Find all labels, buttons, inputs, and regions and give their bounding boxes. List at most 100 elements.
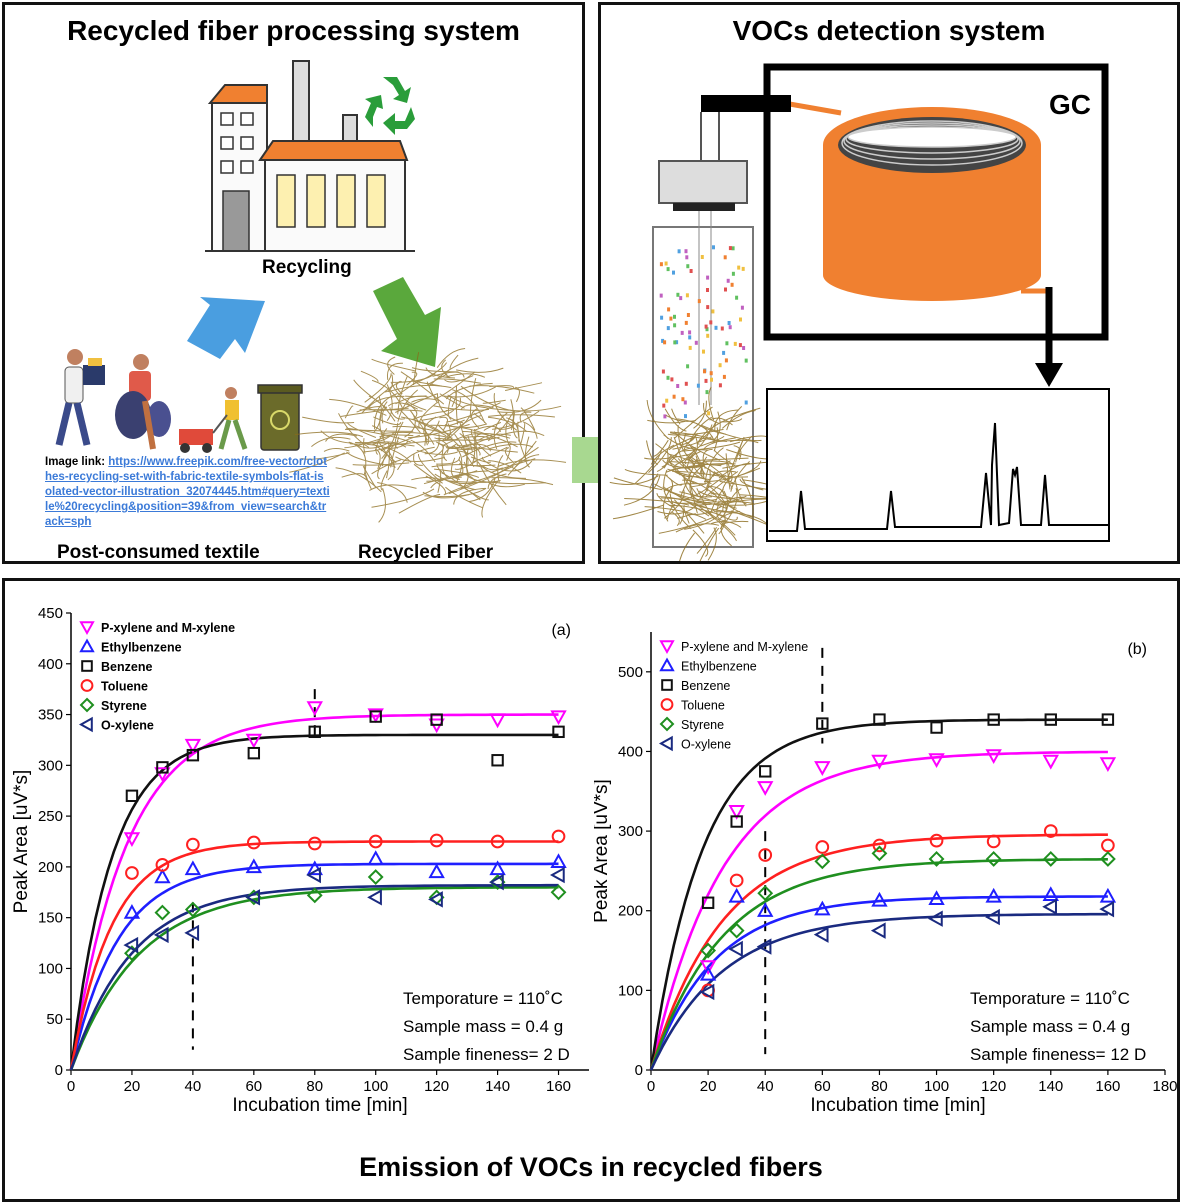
image-link: Image link: https://www.freepik.com/free… — [45, 455, 330, 530]
data-point-benzene — [430, 713, 443, 726]
annotation: Sample fineness= 12 D — [970, 1045, 1146, 1064]
fit-curve-pxylene — [649, 750, 1108, 1071]
office-building-icon — [207, 84, 268, 252]
data-point-benzene — [186, 748, 200, 762]
legend-marker-styrene — [659, 716, 675, 732]
x-tick-label: 60 — [814, 1078, 831, 1095]
data-point-oxylene — [1042, 898, 1057, 915]
data-point-pxylene — [1099, 757, 1117, 772]
annotation: Sample fineness= 2 D — [403, 1045, 570, 1064]
data-point-ethylbenzene — [154, 868, 171, 884]
legend-marker-ethylbenzene — [659, 657, 675, 672]
recycling-illustration — [55, 60, 567, 523]
data-point-benzene — [930, 721, 943, 734]
legend-label: Styrene — [681, 718, 724, 732]
data-point-toluene — [186, 837, 200, 852]
data-point-oxylene — [489, 873, 504, 891]
fit-curve-styrene — [649, 858, 1108, 1071]
y-tick-label: 150 — [38, 910, 63, 927]
data-point-benzene — [1101, 713, 1115, 726]
y-tick-label: 0 — [635, 1062, 643, 1079]
data-point-pxylene — [1042, 754, 1059, 770]
data-point-ethylbenzene — [699, 965, 717, 981]
x-tick-label: 140 — [1038, 1078, 1063, 1095]
data-point-oxylene — [153, 926, 169, 944]
legend-marker-benzene — [81, 660, 93, 672]
data-point-styrene — [367, 869, 384, 885]
data-point-oxylene — [985, 908, 1000, 926]
data-point-pxylene — [757, 781, 774, 796]
data-point-oxylene — [728, 940, 743, 958]
data-point-benzene — [308, 725, 321, 739]
data-point-toluene — [758, 848, 773, 862]
legend-marker-pxylene — [79, 621, 95, 636]
data-point-ethylbenzene — [428, 863, 445, 879]
legend-marker-toluene — [80, 679, 94, 692]
legend-label: P-xylene and M-xylene — [101, 621, 235, 635]
recycled-fiber-label: Recycled Fiber — [358, 542, 494, 563]
legend-label: O-xylene — [681, 738, 731, 752]
chart-b: 0 20 40 60 80 100 120 140 160 180 0 100 200 300 400 500… — [594, 632, 1178, 1116]
data-point-toluene — [1043, 824, 1058, 838]
legend-label: Styrene — [101, 699, 147, 713]
data-point-styrene — [728, 922, 745, 939]
data-point-ethylbenzene — [245, 858, 263, 874]
x-tick-label: 60 — [245, 1078, 262, 1095]
data-point-benzene — [873, 713, 886, 726]
fit-curve-benzene — [69, 733, 559, 1071]
x-tick-label: 40 — [185, 1078, 202, 1095]
x-tick-label: 80 — [306, 1078, 323, 1095]
data-point-toluene — [429, 833, 444, 848]
fit-curve-styrene — [69, 886, 559, 1071]
data-point-benzene — [125, 789, 139, 803]
data-point-pxylene — [985, 749, 1002, 764]
data-point-styrene — [757, 885, 774, 902]
y-tick-label: 100 — [618, 982, 643, 999]
data-point-ethylbenzene — [985, 887, 1002, 903]
data-point-styrene — [184, 901, 201, 918]
x-tick-label: 80 — [871, 1078, 888, 1095]
image-link-label: Image link: — [45, 456, 106, 468]
data-point-ethylbenzene — [928, 890, 945, 905]
data-point-ethylbenzene — [871, 891, 888, 907]
data-point-benzene — [247, 746, 261, 760]
panel-label: (a) — [551, 622, 571, 639]
sample-vial-icon — [609, 160, 792, 561]
data-point-ethylbenzene — [489, 860, 506, 876]
y-tick-label: 300 — [618, 823, 643, 840]
blue-arrow-icon — [187, 297, 265, 359]
legend-label: O-xylene — [101, 719, 154, 733]
legend-label: Toluene — [681, 699, 725, 713]
data-point-styrene — [928, 851, 945, 867]
recycle-icon — [365, 77, 415, 135]
gc-label: GC — [1049, 89, 1091, 120]
data-point-styrene — [985, 851, 1002, 867]
legend-label: Ethylbenzene — [101, 641, 182, 655]
x-tick-label: 160 — [1095, 1078, 1120, 1095]
x-tick-label: 120 — [981, 1078, 1006, 1095]
legend-marker-ethylbenzene — [79, 638, 95, 653]
data-point-toluene — [815, 840, 830, 854]
vocs-detection-panel: VOCs detection system — [598, 2, 1180, 564]
data-point-styrene — [871, 845, 888, 862]
fit-curve-toluene — [69, 840, 559, 1071]
image-link-url[interactable]: https://www.freepik.com/free-vector/clot… — [45, 456, 330, 528]
x-tick-label: 20 — [124, 1078, 141, 1095]
fit-curve-oxylene — [649, 912, 1108, 1071]
legend-label: Benzene — [101, 660, 152, 674]
data-point-benzene — [701, 896, 715, 909]
y-tick-label: 450 — [38, 605, 63, 622]
recycled-fiber-title: Recycled fiber processing system — [67, 15, 520, 46]
legend-label: Toluene — [101, 680, 148, 694]
legend-label: P-xylene and M-xylene — [681, 640, 808, 654]
y-axis-label: Peak Area [uV*s] — [11, 770, 32, 914]
data-point-pxylene — [306, 701, 323, 717]
annotation: Sample mass = 0.4 g — [970, 1017, 1130, 1036]
gc-column-icon — [760, 96, 1052, 301]
green-arrow-icon — [373, 277, 441, 367]
data-point-styrene — [550, 884, 567, 901]
y-tick-label: 350 — [38, 707, 63, 724]
y-tick-label: 100 — [38, 960, 63, 977]
x-tick-label: 40 — [757, 1078, 774, 1095]
post-consumed-label: Post-consumed textile — [57, 542, 260, 563]
